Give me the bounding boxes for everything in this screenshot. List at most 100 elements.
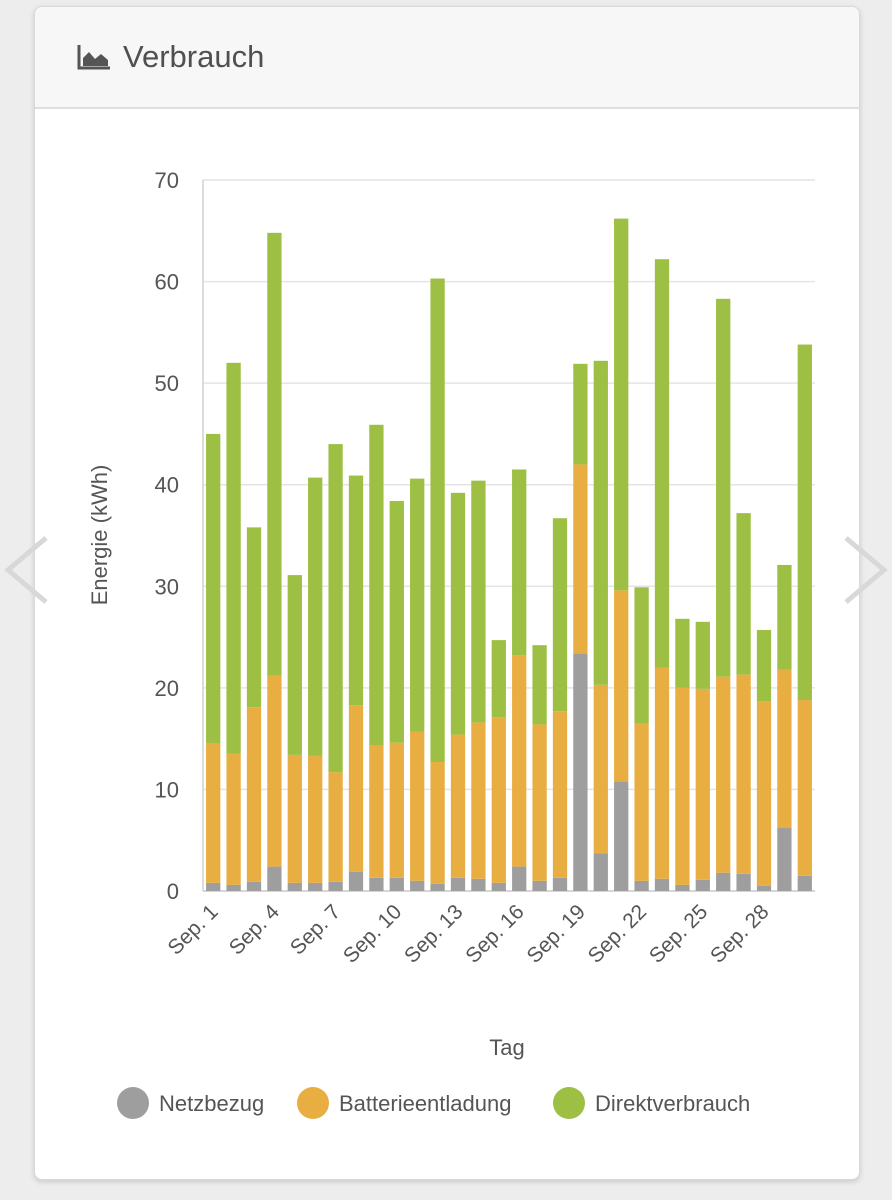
bar-netzbezug[interactable]	[328, 881, 343, 891]
bar-direktverbrauch[interactable]	[471, 480, 486, 723]
bar-direktverbrauch[interactable]	[450, 492, 466, 735]
bar-direktverbrauch[interactable]	[491, 640, 506, 718]
bar-netzbezug[interactable]	[777, 828, 792, 891]
bar-batterieentladung[interactable]	[614, 590, 629, 782]
bar-direktverbrauch[interactable]	[287, 575, 302, 755]
bar-batterieentladung[interactable]	[552, 711, 568, 878]
bar-batterieentladung[interactable]	[308, 755, 323, 883]
bar-direktverbrauch[interactable]	[634, 587, 649, 724]
bar-batterieentladung[interactable]	[369, 745, 384, 878]
bar-netzbezug[interactable]	[634, 880, 649, 891]
bar-direktverbrauch[interactable]	[716, 298, 731, 677]
bar-batterieentladung[interactable]	[716, 676, 731, 873]
bar-batterieentladung[interactable]	[695, 688, 710, 880]
bar-direktverbrauch[interactable]	[348, 475, 364, 706]
legend-direktverbrauch-label[interactable]: Direktverbrauch	[595, 1091, 750, 1116]
bar-netzbezug[interactable]	[756, 885, 772, 891]
bar-netzbezug[interactable]	[430, 883, 445, 891]
bar-batterieentladung[interactable]	[328, 772, 343, 882]
bar-netzbezug[interactable]	[654, 878, 670, 891]
bar-batterieentladung[interactable]	[226, 753, 241, 885]
bar-batterieentladung[interactable]	[634, 723, 649, 881]
bar-direktverbrauch[interactable]	[328, 444, 343, 773]
bar-batterieentladung[interactable]	[348, 705, 364, 872]
chart-area: 0 10 20 30 40 50 60 70 Sep. 1 Sep. 4 Sep. 7 Sep. 10…	[35, 109, 859, 1179]
bar-netzbezug[interactable]	[716, 872, 731, 891]
legend-netzbezug-label[interactable]: Netzbezug	[159, 1091, 264, 1116]
bar-direktverbrauch[interactable]	[410, 478, 425, 732]
bar-netzbezug[interactable]	[675, 884, 690, 891]
bar-direktverbrauch[interactable]	[267, 232, 282, 676]
legend-batterieentladung-marker[interactable]	[297, 1087, 329, 1119]
bar-netzbezug[interactable]	[593, 853, 608, 891]
bar-batterieentladung[interactable]	[654, 667, 670, 879]
bar-batterieentladung[interactable]	[756, 701, 772, 886]
chevron-left-icon[interactable]	[0, 530, 52, 610]
bar-direktverbrauch[interactable]	[308, 477, 323, 756]
legend-batterieentladung-label[interactable]: Batterieentladung	[339, 1091, 511, 1116]
bar-netzbezug[interactable]	[797, 875, 812, 891]
bar-batterieentladung[interactable]	[736, 674, 751, 874]
bar-netzbezug[interactable]	[410, 880, 425, 891]
bar-direktverbrauch[interactable]	[389, 500, 404, 743]
bar-netzbezug[interactable]	[614, 781, 629, 891]
chevron-right-icon[interactable]	[840, 530, 892, 610]
bar-direktverbrauch[interactable]	[736, 513, 751, 675]
bar-netzbezug[interactable]	[206, 882, 221, 891]
bar-direktverbrauch[interactable]	[552, 518, 568, 712]
bar-netzbezug[interactable]	[308, 882, 323, 891]
bar-netzbezug[interactable]	[389, 877, 404, 891]
bar-netzbezug[interactable]	[552, 877, 568, 891]
bar-batterieentladung[interactable]	[410, 731, 425, 881]
bar-batterieentladung[interactable]	[430, 762, 445, 884]
bar-batterieentladung[interactable]	[389, 742, 404, 878]
bar-batterieentladung[interactable]	[491, 717, 506, 883]
bar-batterieentladung[interactable]	[512, 655, 527, 867]
bar-direktverbrauch[interactable]	[206, 433, 221, 744]
bar-netzbezug[interactable]	[695, 879, 710, 891]
bar-netzbezug[interactable]	[369, 877, 384, 891]
bar-batterieentladung[interactable]	[593, 684, 608, 854]
bar-netzbezug[interactable]	[491, 882, 506, 891]
bar-direktverbrauch[interactable]	[614, 218, 629, 591]
bar-netzbezug[interactable]	[512, 866, 527, 891]
bar-netzbezug[interactable]	[573, 653, 588, 891]
bar-batterieentladung[interactable]	[206, 743, 221, 883]
bar-direktverbrauch[interactable]	[532, 645, 547, 725]
x-tick-label: Sep. 25	[645, 900, 712, 967]
legend-netzbezug-marker[interactable]	[117, 1087, 149, 1119]
bar-direktverbrauch[interactable]	[695, 621, 710, 689]
bar-batterieentladung[interactable]	[532, 724, 547, 881]
bar-netzbezug[interactable]	[267, 866, 282, 891]
bar-netzbezug[interactable]	[450, 877, 466, 891]
bar-netzbezug[interactable]	[736, 873, 751, 891]
bar-batterieentladung[interactable]	[267, 675, 282, 867]
bar-batterieentladung[interactable]	[246, 707, 262, 882]
bar-batterieentladung[interactable]	[471, 722, 486, 879]
bar-batterieentladung[interactable]	[777, 669, 792, 829]
bar-direktverbrauch[interactable]	[675, 618, 690, 688]
bar-netzbezug[interactable]	[226, 884, 241, 891]
bar-direktverbrauch[interactable]	[430, 278, 445, 762]
bar-direktverbrauch[interactable]	[573, 363, 588, 465]
bar-direktverbrauch[interactable]	[246, 527, 262, 708]
bar-direktverbrauch[interactable]	[654, 259, 670, 668]
legend-direktverbrauch-marker[interactable]	[553, 1087, 585, 1119]
bar-direktverbrauch[interactable]	[369, 424, 384, 746]
bar-batterieentladung[interactable]	[797, 700, 812, 876]
bar-netzbezug[interactable]	[246, 881, 262, 891]
bar-direktverbrauch[interactable]	[593, 360, 608, 685]
bar-batterieentladung[interactable]	[573, 464, 588, 654]
bar-direktverbrauch[interactable]	[226, 362, 241, 754]
bar-direktverbrauch[interactable]	[797, 344, 812, 701]
bar-direktverbrauch[interactable]	[777, 564, 792, 670]
bar-direktverbrauch[interactable]	[512, 469, 527, 656]
bar-direktverbrauch[interactable]	[756, 629, 772, 702]
bar-batterieentladung[interactable]	[450, 734, 466, 878]
bar-netzbezug[interactable]	[287, 882, 302, 891]
bar-netzbezug[interactable]	[471, 878, 486, 891]
bar-batterieentladung[interactable]	[287, 754, 302, 883]
bar-netzbezug[interactable]	[348, 871, 364, 891]
bar-netzbezug[interactable]	[532, 880, 547, 891]
bar-batterieentladung[interactable]	[675, 687, 690, 885]
